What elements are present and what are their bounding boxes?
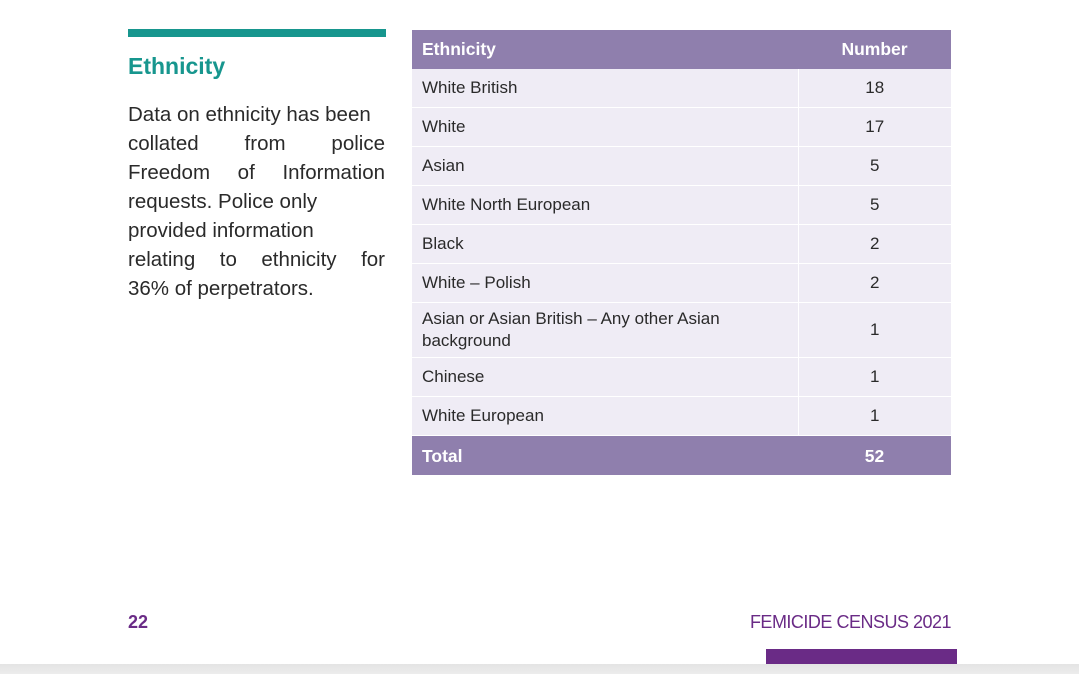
column-header-number: Number <box>798 30 951 69</box>
number-cell: 18 <box>797 69 951 108</box>
ethnicity-cell: White North European <box>412 185 798 225</box>
ethnicity-cell: Black <box>412 224 798 264</box>
ethnicity-cell: White British <box>412 69 798 108</box>
table-row: White North European 5 <box>412 185 951 225</box>
table-row: White – Polish 2 <box>412 263 951 303</box>
footer-title: FEMICIDE CENSUS 2021 <box>749 612 952 632</box>
number-cell: 1 <box>797 396 951 436</box>
intro-line: provided information <box>128 219 314 242</box>
number-cell: 5 <box>797 146 951 186</box>
page-bottom-edge <box>0 664 1079 674</box>
intro-line: Data on ethnicity has been <box>128 103 371 126</box>
total-label: Total <box>412 435 798 475</box>
ethnicity-cell: Chinese <box>412 357 798 397</box>
table-row: White 17 <box>412 107 951 147</box>
number-cell: 17 <box>797 107 951 147</box>
table-row: Black 2 <box>412 224 951 264</box>
number-cell: 2 <box>797 263 951 303</box>
ethnicity-cell: White European <box>412 396 798 436</box>
intro-line: relating to ethnicity for <box>128 248 385 271</box>
number-cell: 1 <box>797 302 951 358</box>
ethnicity-cell: Asian or Asian British – Any other Asian… <box>412 302 798 358</box>
number-cell: 1 <box>797 357 951 397</box>
intro-line: requests. Police only <box>128 190 318 213</box>
column-header-ethnicity: Ethnicity <box>412 30 798 69</box>
ethnicity-table: Ethnicity Number White British 18 White … <box>412 30 951 475</box>
intro-line: collated from police <box>128 132 385 155</box>
number-cell: 2 <box>797 224 951 264</box>
table-row: Asian 5 <box>412 146 951 186</box>
page-number: 22 <box>128 612 149 632</box>
ethnicity-cell: White – Polish <box>412 263 798 303</box>
footer-bar <box>766 649 957 664</box>
table-row: Asian or Asian British – Any other Asian… <box>412 302 951 358</box>
table-total-row: Total 52 <box>412 435 951 475</box>
section-heading: Ethnicity <box>128 53 226 79</box>
total-value: 52 <box>798 435 951 475</box>
intro-paragraph: Data on ethnicity has been collated from… <box>128 100 385 303</box>
table-header-row: Ethnicity Number <box>412 30 951 69</box>
accent-rule <box>128 29 386 37</box>
table-row: White European 1 <box>412 396 951 436</box>
table-row: White British 18 <box>412 69 951 108</box>
intro-line: Freedom of Information <box>128 161 385 184</box>
intro-line: 36% of perpetrators. <box>128 277 314 300</box>
ethnicity-cell: White <box>412 107 798 147</box>
ethnicity-cell: Asian <box>412 146 798 186</box>
table-row: Chinese 1 <box>412 357 951 397</box>
number-cell: 5 <box>797 185 951 225</box>
